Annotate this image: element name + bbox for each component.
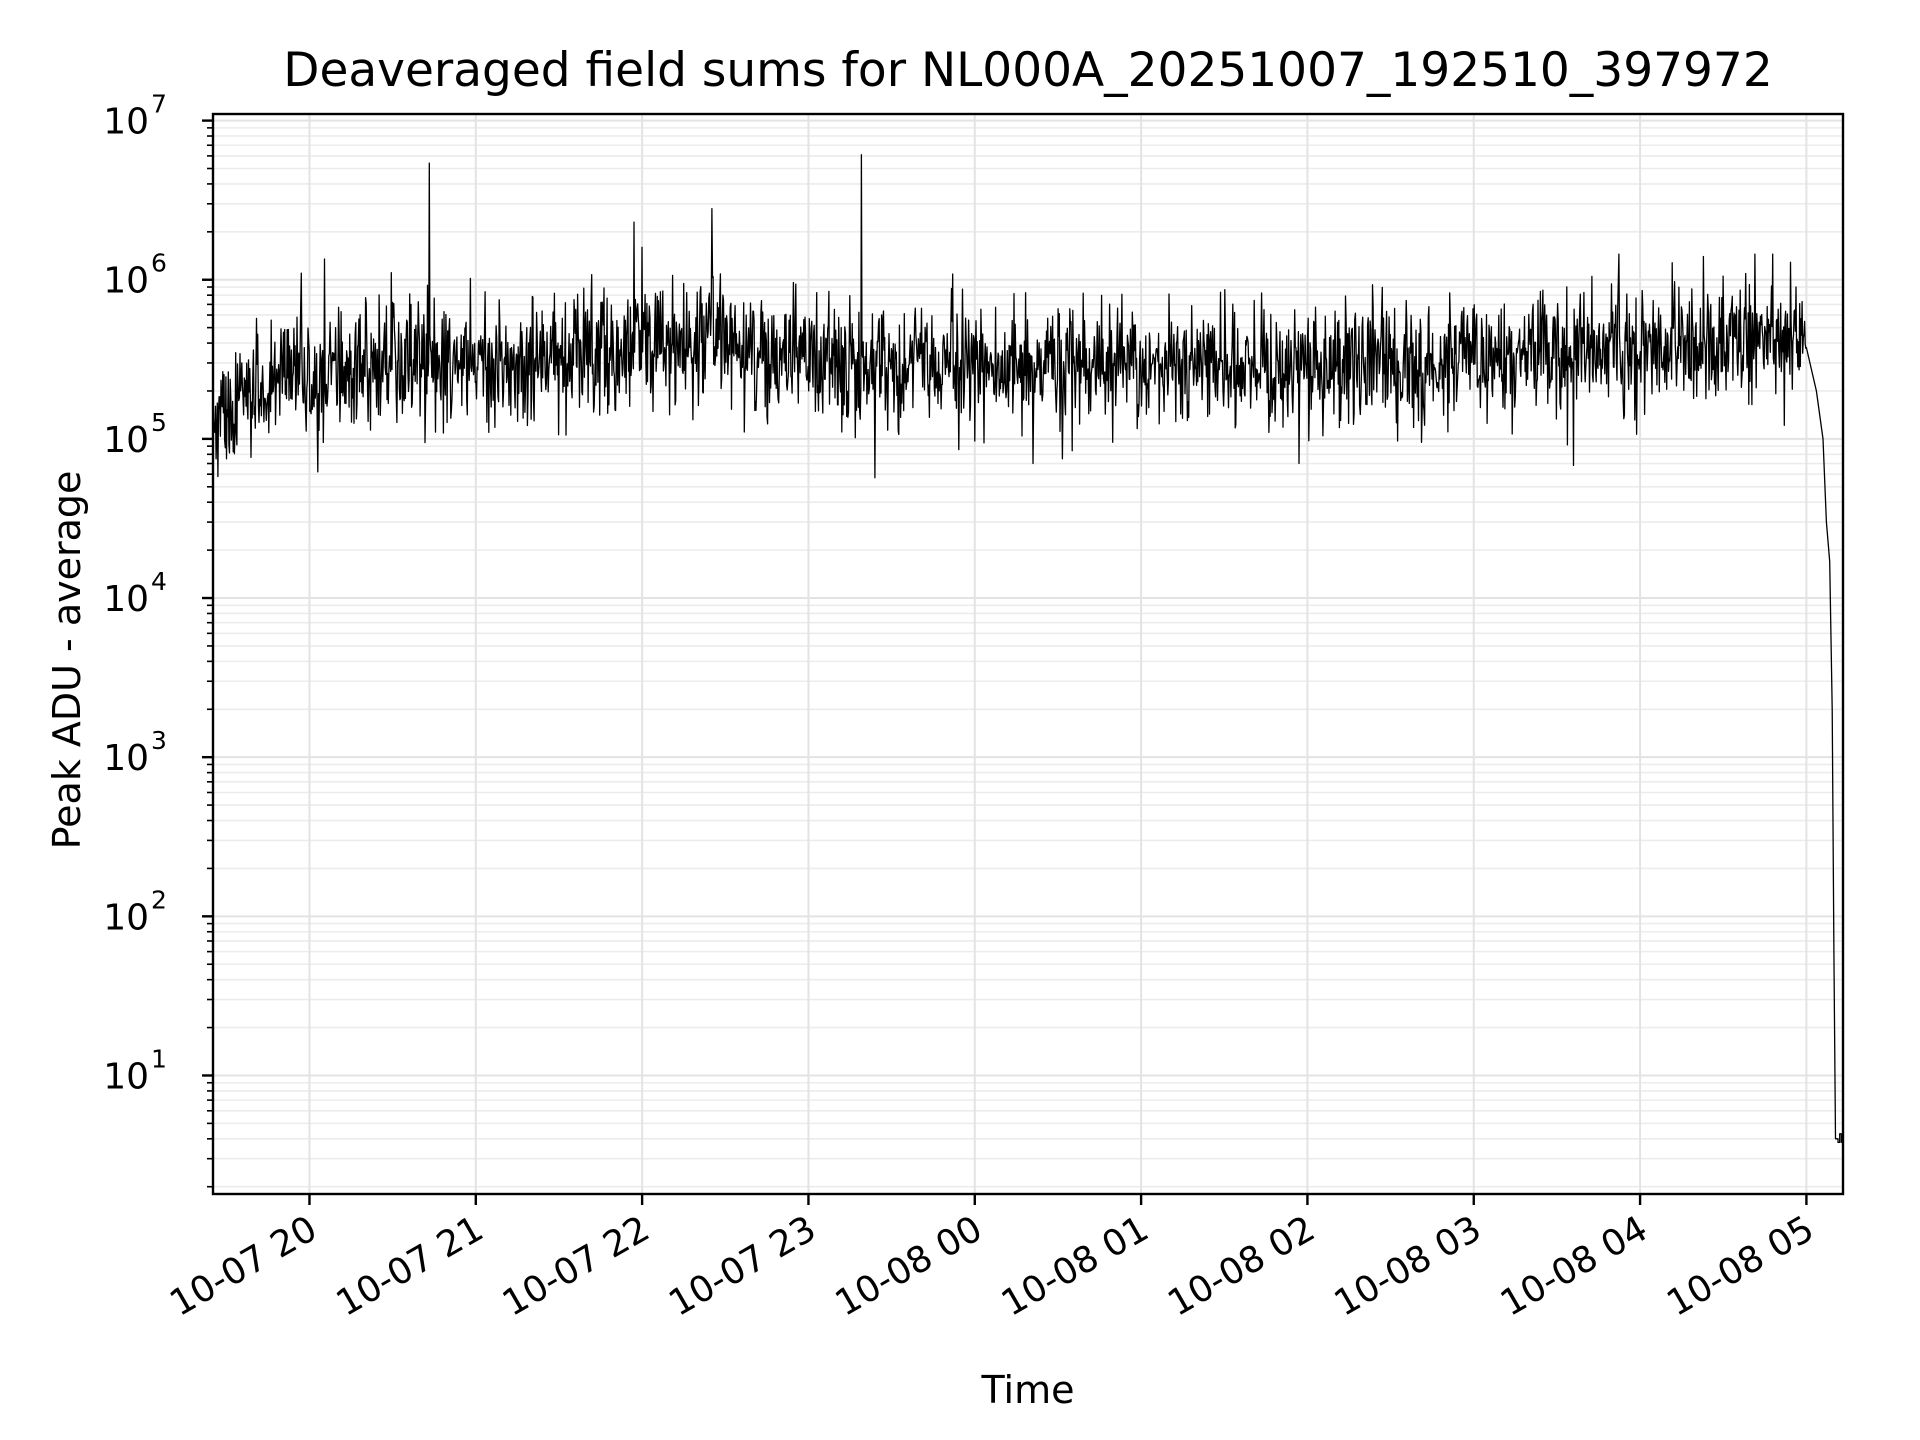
y-tick-exponent: 4 xyxy=(151,567,167,596)
x-tick-label: 10-07 22 xyxy=(496,1208,657,1324)
y-tick-exponent: 2 xyxy=(151,885,167,914)
y-tick-label: 10 xyxy=(103,1056,149,1097)
y-tick-label: 10 xyxy=(103,420,149,461)
series-layer xyxy=(212,154,1844,1144)
grid xyxy=(213,114,1843,1194)
y-tick-exponent: 1 xyxy=(151,1044,167,1073)
x-tick-label: 10-08 05 xyxy=(1660,1208,1821,1324)
y-tick-exponent: 6 xyxy=(151,249,167,278)
x-tick-label: 10-08 01 xyxy=(995,1208,1156,1324)
y-tick-label: 10 xyxy=(103,102,149,143)
x-tick-label: 10-08 03 xyxy=(1328,1208,1489,1324)
y-tick-label: 10 xyxy=(103,897,149,938)
x-tick-label: 10-08 04 xyxy=(1494,1208,1655,1324)
x-tick-label: 10-08 02 xyxy=(1161,1208,1322,1324)
y-axis-label: Peak ADU - average xyxy=(45,471,89,850)
series-line xyxy=(212,154,1844,1144)
chart-title: Deaveraged field sums for NL000A_2025100… xyxy=(283,43,1772,98)
x-tick-label: 10-07 23 xyxy=(662,1208,823,1324)
x-axis-label: Time xyxy=(981,1368,1075,1412)
x-tick-label: 10-08 00 xyxy=(829,1208,990,1324)
x-axis: 10-07 20 10-07 21 10-07 22 10-07 23 10-08 00… xyxy=(163,1194,1821,1325)
y-tick-exponent: 5 xyxy=(151,408,167,437)
y-tick-exponent: 7 xyxy=(151,90,167,119)
x-tick-label: 10-07 20 xyxy=(163,1208,324,1324)
plot-frame xyxy=(211,112,1845,1196)
y-tick-exponent: 3 xyxy=(151,726,167,755)
y-tick-label: 10 xyxy=(103,738,149,779)
y-tick-label: 10 xyxy=(103,261,149,302)
x-tick-label: 10-07 21 xyxy=(330,1208,491,1324)
y-tick-label: 10 xyxy=(103,579,149,620)
